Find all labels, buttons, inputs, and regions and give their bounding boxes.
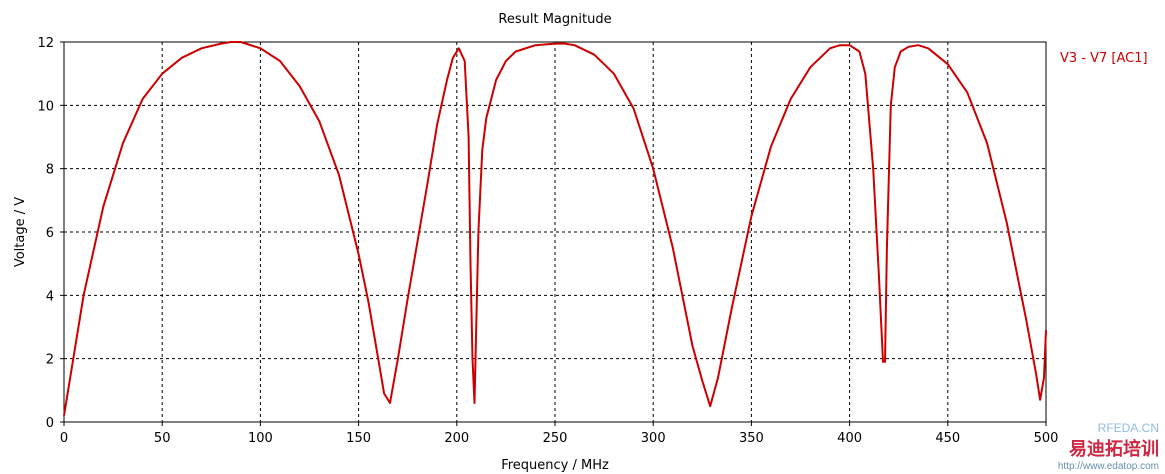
y-tick-label: 4 (46, 289, 54, 304)
x-axis-label: Frequency / MHz (501, 458, 609, 473)
x-tick-label: 100 (248, 431, 273, 446)
x-tick-label: 500 (1034, 431, 1059, 446)
y-tick-label: 2 (46, 353, 54, 368)
x-tick-label: 0 (60, 431, 68, 446)
grid-lines (64, 42, 1046, 422)
y-axis-label: Voltage / V (13, 197, 28, 267)
x-tick-label: 300 (641, 431, 666, 446)
watermark: RFEDA.CN 易迪拓培训 http://www.edatop.com (1058, 421, 1159, 472)
y-tick-label: 6 (46, 226, 54, 241)
chart-title: Result Magnitude (498, 12, 611, 27)
series-group (63, 41, 1047, 416)
legend-entry: V3 - V7 [AC1] (1060, 51, 1148, 66)
x-tick-label: 50 (154, 431, 171, 446)
y-tick-label: 12 (37, 36, 54, 51)
x-axis: 0 50 100 150 200 250 300 350 400 450 500 (60, 422, 1059, 446)
watermark-url: http://www.edatop.com (1057, 461, 1159, 472)
x-tick-label: 450 (935, 431, 960, 446)
x-tick-label: 400 (837, 431, 862, 446)
x-tick-label: 200 (444, 431, 469, 446)
series-line-0 (63, 41, 1047, 416)
x-tick-label: 150 (346, 431, 371, 446)
y-tick-label: 0 (46, 416, 54, 431)
y-axis: 0 2 4 6 8 10 12 (37, 36, 64, 431)
x-tick-label: 350 (739, 431, 764, 446)
watermark-brand: RFEDA.CN (1097, 421, 1159, 435)
watermark-chinese-text: 易迪拓培训 (1069, 439, 1159, 459)
y-tick-label: 10 (37, 99, 54, 114)
x-tick-label: 250 (543, 431, 568, 446)
y-tick-label: 8 (46, 163, 54, 178)
